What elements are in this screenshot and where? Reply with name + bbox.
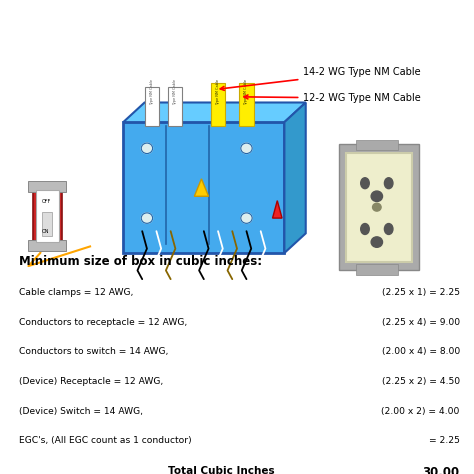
- Text: Type NM Cable: Type NM Cable: [216, 79, 220, 105]
- Ellipse shape: [384, 178, 393, 189]
- Bar: [356, 139, 398, 150]
- Bar: [356, 264, 398, 275]
- Text: (Device) Receptacle = 12 AWG,: (Device) Receptacle = 12 AWG,: [19, 377, 163, 386]
- Text: (2.25 x 4) = 9.00: (2.25 x 4) = 9.00: [382, 318, 460, 327]
- Ellipse shape: [361, 224, 369, 235]
- Bar: [339, 144, 419, 271]
- Text: Total Cubic Inches: Total Cubic Inches: [168, 466, 275, 474]
- Text: (Device) Switch = 14 AWG,: (Device) Switch = 14 AWG,: [19, 407, 143, 416]
- Circle shape: [241, 143, 252, 154]
- Text: = 2.25: = 2.25: [429, 436, 460, 445]
- Bar: [33, 188, 62, 244]
- Bar: [28, 181, 66, 192]
- Text: Type NM Cable: Type NM Cable: [173, 79, 177, 105]
- Polygon shape: [273, 201, 282, 218]
- Circle shape: [371, 237, 383, 247]
- Text: EGC's, (All EGC count as 1 conductor): EGC's, (All EGC count as 1 conductor): [19, 436, 191, 445]
- Bar: [346, 153, 412, 262]
- Bar: [145, 87, 159, 127]
- Text: Conductors to switch = 14 AWG,: Conductors to switch = 14 AWG,: [19, 347, 168, 356]
- Text: Cable clamps = 12 AWG,: Cable clamps = 12 AWG,: [19, 288, 133, 297]
- Bar: [42, 211, 52, 236]
- Text: Type NM Cable: Type NM Cable: [245, 79, 248, 105]
- Circle shape: [371, 191, 383, 201]
- Text: (2.00 x 4) = 8.00: (2.00 x 4) = 8.00: [382, 347, 460, 356]
- Text: 30.00: 30.00: [423, 466, 460, 474]
- Circle shape: [373, 203, 381, 211]
- Circle shape: [141, 143, 153, 154]
- Text: (2.25 x 2) = 4.50: (2.25 x 2) = 4.50: [382, 377, 460, 386]
- Circle shape: [241, 213, 252, 223]
- Text: (2.00 x 2) = 4.00: (2.00 x 2) = 4.00: [382, 407, 460, 416]
- Polygon shape: [194, 179, 209, 196]
- Text: Conductors to receptacle = 12 AWG,: Conductors to receptacle = 12 AWG,: [19, 318, 187, 327]
- Ellipse shape: [361, 178, 369, 189]
- Text: Type NM Cable: Type NM Cable: [150, 79, 154, 105]
- Text: ON: ON: [42, 229, 50, 234]
- Text: 12-2 WG Type NM Cable: 12-2 WG Type NM Cable: [244, 93, 421, 103]
- Bar: [28, 240, 66, 251]
- Text: 14-2 WG Type NM Cable: 14-2 WG Type NM Cable: [220, 67, 421, 91]
- FancyBboxPatch shape: [123, 122, 284, 253]
- Polygon shape: [284, 102, 306, 253]
- Bar: [168, 87, 182, 127]
- Polygon shape: [123, 102, 306, 122]
- Bar: [36, 190, 59, 242]
- Text: OFF: OFF: [41, 199, 51, 204]
- Bar: [239, 83, 254, 127]
- Bar: [211, 83, 225, 127]
- Ellipse shape: [384, 224, 393, 235]
- Text: Minimum size of box in cubic inches:: Minimum size of box in cubic inches:: [19, 255, 262, 268]
- Text: (2.25 x 1) = 2.25: (2.25 x 1) = 2.25: [382, 288, 460, 297]
- Circle shape: [141, 213, 153, 223]
